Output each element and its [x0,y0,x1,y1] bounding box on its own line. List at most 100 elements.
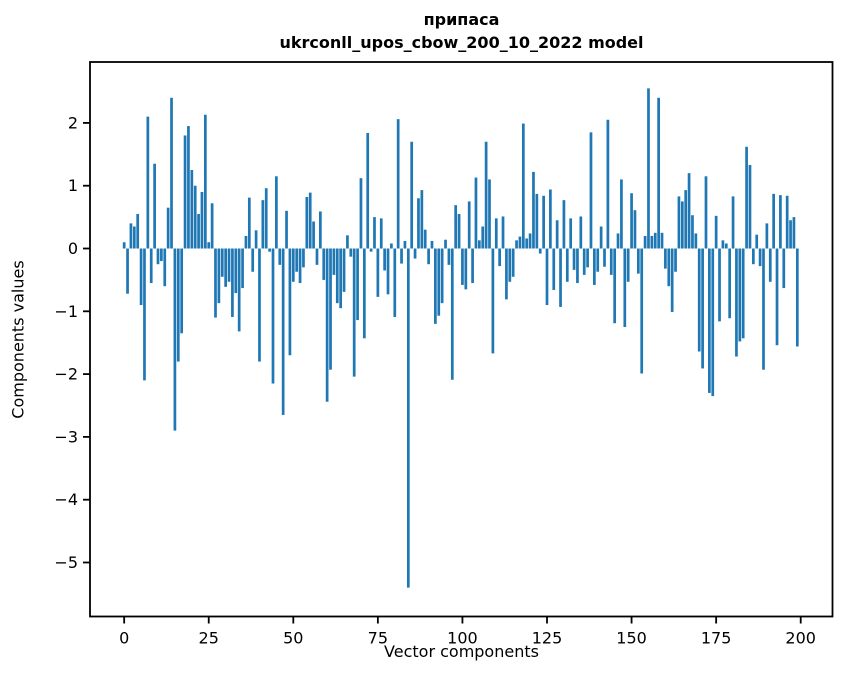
bar [444,239,447,249]
bar [596,248,600,272]
bar [792,217,796,249]
bar [153,163,156,249]
bar [237,248,241,332]
bar [247,197,251,249]
bar [386,248,390,295]
bar [525,238,529,249]
bar [511,248,515,277]
bar [636,248,640,274]
bar [149,248,153,284]
bar [143,248,146,381]
bar [420,190,424,249]
x-tick-label: 175 [701,629,732,648]
bar [187,126,190,249]
bar [477,240,481,249]
bar [471,248,474,284]
bar [197,213,200,249]
bar [450,248,454,380]
bar [606,119,610,249]
bar [620,179,623,249]
bar [359,178,363,249]
bar [396,119,400,249]
bar [562,200,566,249]
bar [535,193,539,249]
bar [285,210,288,249]
bar [789,220,792,249]
bar [251,248,255,272]
bar [741,248,745,339]
bar [170,97,173,249]
bar [708,248,711,393]
bar [724,243,728,249]
bar [200,191,204,249]
bar [718,248,721,322]
bar [677,196,681,249]
bar [339,248,343,309]
bar [231,248,234,317]
bar [406,248,410,588]
bar [379,218,383,249]
bar [694,233,698,249]
bar [335,248,339,304]
bar [518,236,522,249]
bar [647,88,650,249]
bar [593,248,596,285]
bar [278,248,282,265]
bar [545,248,549,306]
bar [241,248,244,289]
bar [532,171,535,249]
bar [772,193,775,249]
x-axis-label: Vector components [384,642,539,661]
bar [745,146,748,249]
bar [308,192,312,249]
bar [467,201,471,249]
bar [494,218,498,249]
bar [258,248,261,362]
bar [275,176,278,249]
y-tick-label: 1 [68,176,78,195]
bar [667,248,671,287]
bar [775,248,779,346]
bar [501,216,505,249]
bar [630,193,633,249]
bar [721,240,725,249]
bar [484,141,488,249]
bar [782,248,786,289]
bar [383,248,386,271]
bar [342,248,346,292]
bar [748,164,752,249]
bar [461,248,464,285]
bar [704,176,708,249]
bar [261,200,265,249]
bar [616,233,620,249]
bar [538,248,542,254]
bar [291,248,295,282]
bar [691,215,694,249]
bar [417,198,420,249]
bar [680,201,684,249]
bar [599,226,603,249]
bar [498,248,501,267]
bar [193,185,197,249]
bar [410,141,414,249]
bar [254,230,258,249]
bar [366,132,370,249]
bar [329,248,332,370]
bar [319,211,322,249]
bar [579,216,583,249]
bar [214,248,217,318]
bar [352,248,356,377]
chart-title-model: ukrconll_upos_cbow_200_10_2022 model [279,33,644,53]
bar [528,233,532,249]
bar [795,248,799,347]
y-tick-label: 0 [68,239,78,258]
chart-title: припаса ukrconll_upos_cbow_200_10_2022 m… [90,8,833,54]
bar [684,190,688,249]
bar [244,235,248,249]
bar [423,229,427,249]
bar [362,248,366,339]
bar [136,213,140,249]
bar [758,248,762,267]
bar [481,226,485,249]
